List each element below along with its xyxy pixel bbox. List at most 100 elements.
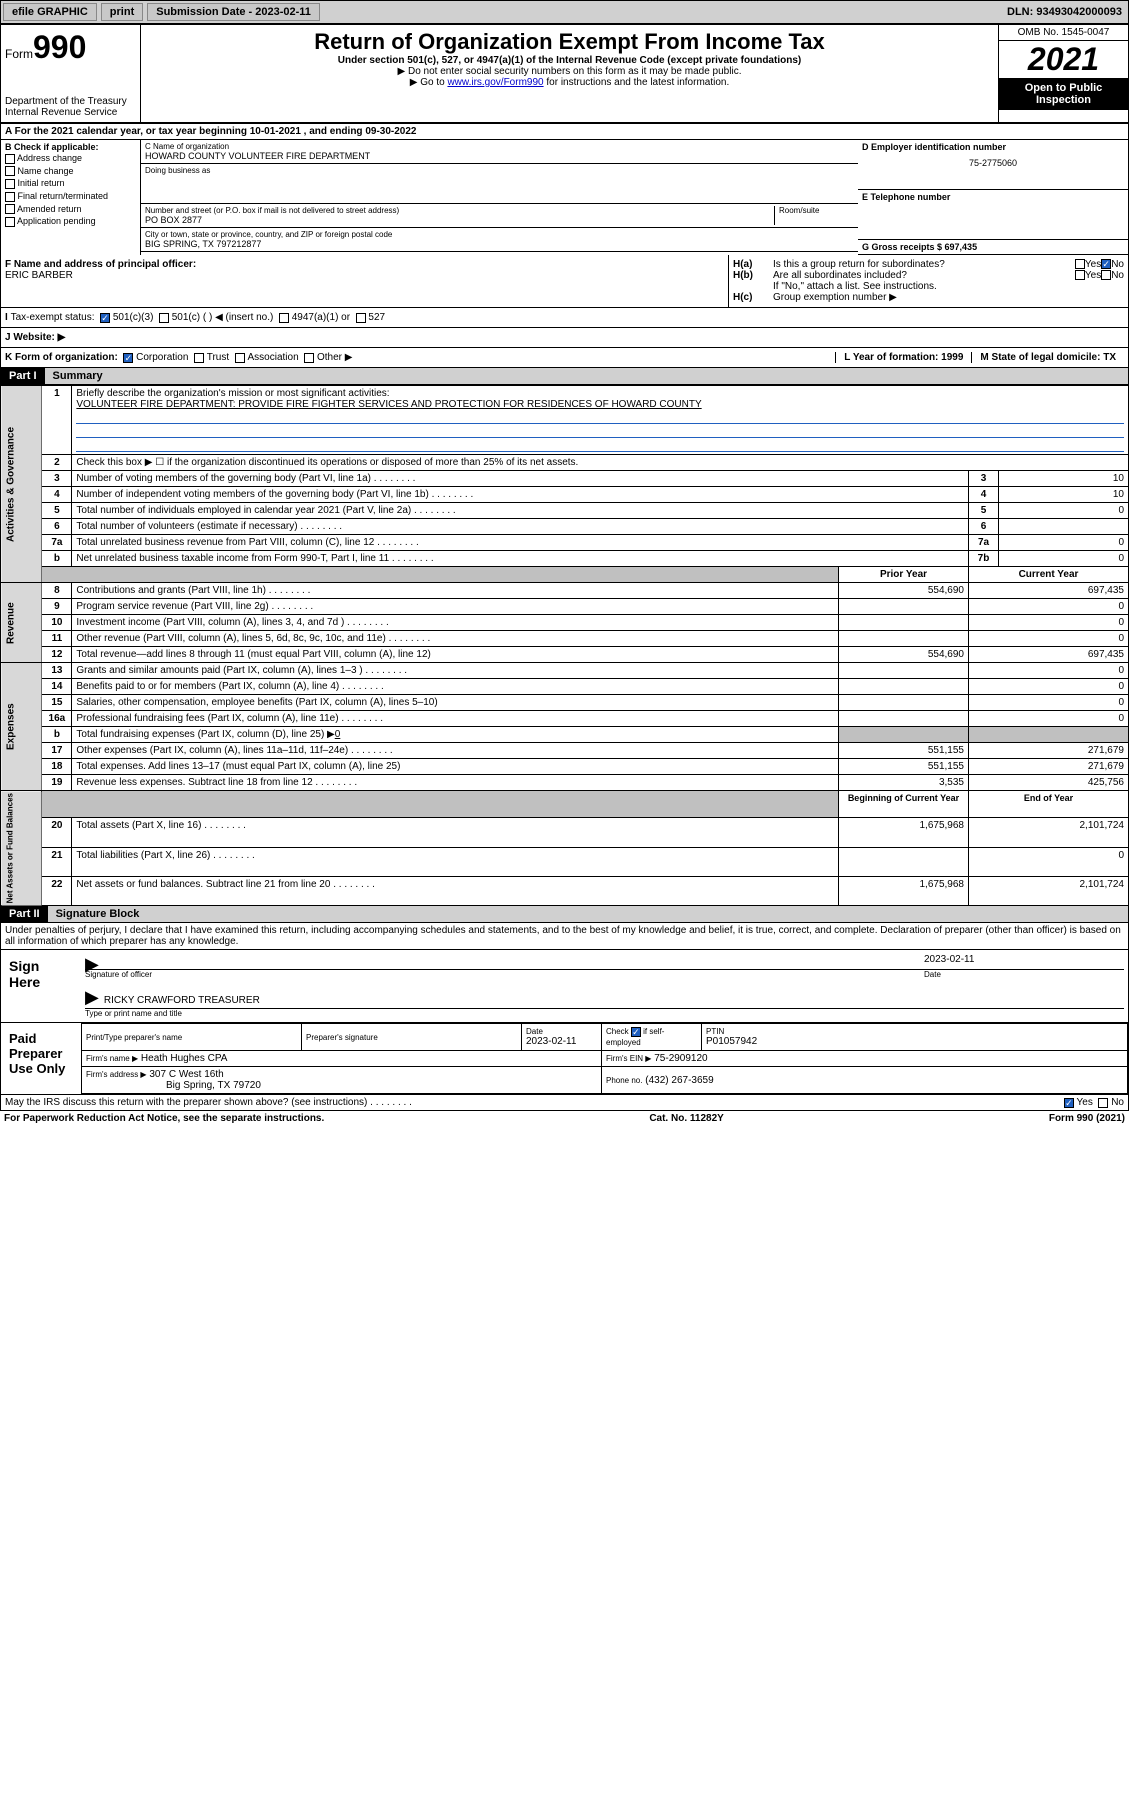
c9: 0 — [969, 599, 1129, 615]
instruction-line-2: ▶ Go to www.irs.gov/Form990 for instruct… — [149, 77, 990, 88]
initial-return-checkbox[interactable] — [5, 179, 15, 189]
vert-netassets: Net Assets or Fund Balances — [1, 791, 42, 906]
dept-label: Department of the Treasury — [5, 96, 136, 107]
dln-label: DLN: 93493042000093 — [1001, 6, 1128, 18]
4947-checkbox[interactable] — [279, 313, 289, 323]
p18: 551,155 — [839, 759, 969, 775]
ptin-value: P01057942 — [706, 1036, 1123, 1047]
discuss-yes-checkbox[interactable] — [1064, 1098, 1074, 1108]
city-value: BIG SPRING, TX 797212877 — [145, 239, 854, 249]
q17-label: Other expenses (Part IX, column (A), lin… — [76, 745, 392, 756]
501c-checkbox[interactable] — [159, 313, 169, 323]
trust-checkbox[interactable] — [194, 353, 204, 363]
vert-activities: Activities & Governance — [1, 386, 42, 583]
mission-text: VOLUNTEER FIRE DEPARTMENT: PROVIDE FIRE … — [76, 399, 701, 410]
end-year-header: End of Year — [969, 791, 1129, 818]
amended-return-checkbox[interactable] — [5, 204, 15, 214]
hb-no-checkbox[interactable] — [1101, 270, 1111, 280]
efile-button[interactable]: efile GRAPHIC — [3, 3, 97, 21]
sig-date-label: Date — [924, 970, 1124, 979]
officer-label: F Name and address of principal officer: — [5, 259, 724, 270]
name-change-checkbox[interactable] — [5, 166, 15, 176]
c22: 2,101,724 — [969, 877, 1129, 906]
firm-ein-label: Firm's EIN ▶ — [606, 1054, 651, 1063]
section-b-label: B Check if applicable: — [5, 142, 136, 152]
527-checkbox[interactable] — [356, 313, 366, 323]
irs-link[interactable]: www.irs.gov/Form990 — [447, 77, 543, 88]
submission-date-label: Submission Date - 2023-02-11 — [147, 3, 320, 21]
assoc-checkbox[interactable] — [235, 353, 245, 363]
ha-question: Is this a group return for subordinates? — [773, 259, 1075, 270]
hb-note: If "No," attach a list. See instructions… — [733, 281, 1124, 292]
state-domicile: M State of legal domicile: TX — [971, 352, 1124, 363]
501c3-checkbox[interactable] — [100, 313, 110, 323]
app-pending-checkbox[interactable] — [5, 217, 15, 227]
self-employed-checkbox[interactable] — [631, 1027, 641, 1037]
q8-label: Contributions and grants (Part VIII, lin… — [76, 585, 310, 596]
type-name-label: Type or print name and title — [85, 1009, 1124, 1018]
firm-name-label: Firm's name ▶ — [86, 1054, 138, 1063]
p20: 1,675,968 — [839, 818, 969, 847]
current-year-header: Current Year — [969, 567, 1129, 583]
q11-label: Other revenue (Part VIII, column (A), li… — [76, 633, 430, 644]
dba-label: Doing business as — [145, 166, 854, 175]
ha-no-checkbox[interactable] — [1101, 259, 1111, 269]
inspection-badge: Open to Public Inspection — [999, 78, 1128, 110]
firm-phone-label: Phone no. — [606, 1076, 642, 1085]
ha-yes-checkbox[interactable] — [1075, 259, 1085, 269]
print-button[interactable]: print — [101, 3, 143, 21]
final-return-checkbox[interactable] — [5, 192, 15, 202]
discuss-question: May the IRS discuss this return with the… — [5, 1097, 412, 1108]
q13-label: Grants and similar amounts paid (Part IX… — [76, 665, 407, 676]
firm-phone: (432) 267-3659 — [645, 1075, 713, 1086]
p22: 1,675,968 — [839, 877, 969, 906]
website-label: Website: ▶ — [13, 332, 65, 343]
v7b: 0 — [999, 551, 1129, 567]
ein-label: D Employer identification number — [862, 142, 1124, 152]
hb-yes-checkbox[interactable] — [1075, 270, 1085, 280]
room-label: Room/suite — [779, 206, 854, 215]
form-number: 990 — [33, 29, 86, 65]
c14: 0 — [969, 679, 1129, 695]
form-header: Form990 Department of the Treasury Inter… — [0, 24, 1129, 123]
c13: 0 — [969, 663, 1129, 679]
q7b-label: Net unrelated business taxable income fr… — [76, 553, 433, 564]
form-prefix: Form — [5, 47, 33, 61]
address-change-checkbox[interactable] — [5, 154, 15, 164]
q3-label: Number of voting members of the governin… — [76, 473, 415, 484]
p17: 551,155 — [839, 743, 969, 759]
form-subtitle: Under section 501(c), 527, or 4947(a)(1)… — [149, 55, 990, 66]
firm-name: Heath Hughes CPA — [141, 1053, 228, 1064]
v6 — [999, 519, 1129, 535]
irs-label: Internal Revenue Service — [5, 107, 136, 118]
section-a-tax-year: A For the 2021 calendar year, or tax yea… — [0, 123, 1129, 140]
firm-addr-label: Firm's address ▶ — [86, 1070, 147, 1079]
q12-label: Total revenue—add lines 8 through 11 (mu… — [72, 647, 839, 663]
address-label: Number and street (or P.O. box if mail i… — [145, 206, 774, 215]
c10: 0 — [969, 615, 1129, 631]
corp-checkbox[interactable] — [123, 353, 133, 363]
other-checkbox[interactable] — [304, 353, 314, 363]
prep-date: 2023-02-11 — [526, 1036, 597, 1047]
gross-receipts: G Gross receipts $ 697,435 — [862, 242, 1124, 252]
phone-label: E Telephone number — [862, 192, 1124, 202]
section-i: I Tax-exempt status: 501(c)(3) 501(c) ( … — [0, 308, 1129, 328]
ein-value: 75-2775060 — [862, 158, 1124, 168]
prep-sig-label: Preparer's signature — [306, 1033, 517, 1042]
discuss-no-checkbox[interactable] — [1098, 1098, 1108, 1108]
instruction-line-1: ▶ Do not enter social security numbers o… — [149, 66, 990, 77]
firm-addr1: 307 C West 16th — [149, 1069, 223, 1080]
q22-label: Net assets or fund balances. Subtract li… — [76, 879, 374, 890]
page-footer: For Paperwork Reduction Act Notice, see … — [0, 1111, 1129, 1126]
q10-label: Investment income (Part VIII, column (A)… — [76, 617, 388, 628]
c16a: 0 — [969, 711, 1129, 727]
year-formation: L Year of formation: 1999 — [835, 352, 971, 363]
sign-here-label: Sign Here — [1, 950, 81, 1022]
signature-section: Under penalties of perjury, I declare th… — [0, 923, 1129, 1111]
v4: 10 — [999, 487, 1129, 503]
v3: 10 — [999, 471, 1129, 487]
officer-name-title: RICKY CRAWFORD TREASURER — [104, 995, 260, 1006]
org-name: HOWARD COUNTY VOLUNTEER FIRE DEPARTMENT — [145, 151, 854, 161]
prep-name-label: Print/Type preparer's name — [86, 1033, 297, 1042]
section-b-to-g: B Check if applicable: Address change Na… — [0, 140, 1129, 255]
